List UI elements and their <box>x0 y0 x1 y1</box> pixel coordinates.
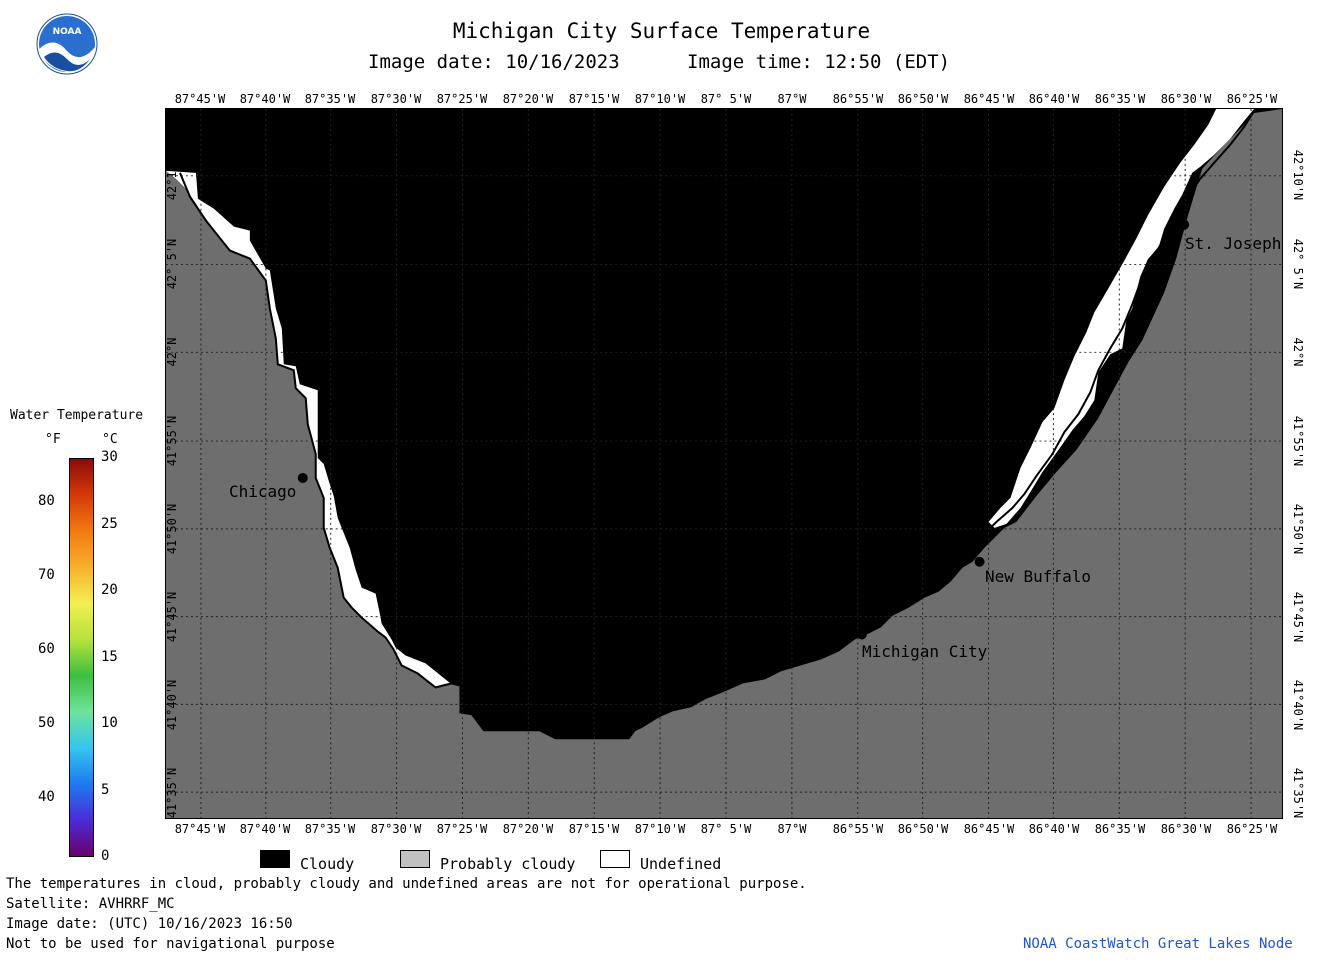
undefined-area-east <box>988 109 1255 528</box>
bottom-lon-label: 87°25'W <box>436 822 488 836</box>
top-lon-label: 87°30'W <box>370 92 422 106</box>
top-lon-label: 87°45'W <box>174 92 226 106</box>
colorbar-f-tick: 50 <box>38 715 55 731</box>
city-label-new-buffalo: New Buffalo <box>985 567 1091 586</box>
left-lat-label: 42° 5'N <box>165 238 179 290</box>
city-label-michigan-city: Michigan City <box>862 642 988 661</box>
top-lon-label: 87°15'W <box>568 92 620 106</box>
bottom-lon-label: 87° 5'W <box>700 822 752 836</box>
st-joseph-marker <box>1179 219 1190 230</box>
new-buffalo-marker <box>974 556 985 567</box>
colorbar-c-tick: 0 <box>101 848 110 864</box>
bottom-lon-label: 86°50'W <box>897 822 949 836</box>
left-lat-label: 42°10'N <box>165 149 179 201</box>
top-lon-label: 86°55'W <box>832 92 884 106</box>
left-lat-label: 41°40'N <box>165 679 179 731</box>
coastline-west <box>179 172 460 689</box>
legend-probably-cloudy-swatch <box>400 850 430 868</box>
legend-cloudy-label: Cloudy <box>300 855 355 873</box>
coastline-east <box>975 110 1255 543</box>
colorbar-c-tick: 5 <box>101 781 110 798</box>
image-time: Image time: 12:50 (EDT) <box>687 51 951 73</box>
colorbar-f-tick: 80 <box>38 493 55 510</box>
top-lon-label: 87°25'W <box>436 92 488 106</box>
bottom-lon-label: 86°45'W <box>963 822 1015 836</box>
colorbar-f-tick: 40 <box>38 788 55 805</box>
top-lon-label: 87°10'W <box>634 92 686 106</box>
colorbar-unit-f: °F <box>45 432 61 447</box>
image-date: Image date: 10/16/2023 <box>368 51 620 73</box>
bottom-lon-label: 86°25'W <box>1226 822 1278 836</box>
top-lon-label: 86°30'W <box>1160 92 1212 106</box>
bottom-lon-label: 87°40'W <box>239 822 291 836</box>
top-lon-label: 87°40'W <box>239 92 291 106</box>
colorbar-c-tick: 20 <box>101 582 118 598</box>
footer-navigation-warning: Not to be used for navigational purpose <box>6 936 335 952</box>
colorbar-c-tick: 30 <box>101 449 118 465</box>
top-lon-label: 86°50'W <box>897 92 949 106</box>
right-lat-label: 42°10'N <box>1291 149 1305 201</box>
right-lat-label: 41°50'N <box>1291 503 1305 555</box>
right-lat-label: 41°40'N <box>1291 679 1305 731</box>
bottom-lon-label: 87°45'W <box>174 822 226 836</box>
left-lat-label: 41°35'N <box>165 767 179 819</box>
bottom-lon-label: 86°40'W <box>1028 822 1080 836</box>
colorbar-c-tick: 10 <box>101 715 118 731</box>
bottom-lon-label: 87°W <box>777 822 807 836</box>
footer-satellite: Satellite: AVHRRF_MC <box>6 896 175 912</box>
colorbar-c-tick: 15 <box>101 648 118 665</box>
bottom-lon-label: 87°10'W <box>634 822 686 836</box>
bottom-lon-label: 87°35'W <box>304 822 356 836</box>
temperature-map <box>165 108 1283 819</box>
legend-undefined-swatch <box>600 850 630 868</box>
top-lon-label: 86°35'W <box>1094 92 1146 106</box>
michigan-city-marker <box>856 629 867 640</box>
colorbar-c-tick: 25 <box>101 515 118 532</box>
legend-probably-cloudy-label: Probably cloudy <box>440 855 576 873</box>
left-lat-label: 41°55'N <box>165 415 179 467</box>
bottom-lon-label: 87°30'W <box>370 822 422 836</box>
top-lon-label: 87° 5'W <box>700 92 752 106</box>
legend-cloudy-swatch <box>260 850 290 868</box>
colorbar-unit-c: °C <box>102 432 118 447</box>
footer-image-date-utc: Image date: (UTC) 10/16/2023 16:50 <box>6 916 293 932</box>
colorbar-f-tick: 70 <box>38 567 55 584</box>
left-lat-label: 41°45'N <box>165 591 179 643</box>
page-title: Michigan City Surface Temperature <box>452 19 871 43</box>
right-lat-label: 41°35'N <box>1291 767 1305 819</box>
svg-text:NOAA: NOAA <box>53 27 82 37</box>
colorbar <box>69 458 94 857</box>
right-lat-label: 42° 5'N <box>1291 238 1305 290</box>
land-probably-cloudy <box>166 109 1282 818</box>
footer-disclaimer: The temperatures in cloud, probably clou… <box>6 876 807 892</box>
chicago-marker <box>297 472 308 483</box>
noaa-logo: NOAA <box>36 13 98 75</box>
top-lon-label: 87°W <box>777 92 807 106</box>
left-lat-label: 42°N <box>165 337 179 367</box>
city-label-st-joseph: St. Joseph <box>1185 234 1282 253</box>
top-lon-label: 87°35'W <box>304 92 356 106</box>
graticule <box>166 109 1282 818</box>
top-lon-label: 86°40'W <box>1028 92 1080 106</box>
bottom-lon-label: 86°35'W <box>1094 822 1146 836</box>
footer-credit: NOAA CoastWatch Great Lakes Node <box>1023 936 1293 952</box>
colorbar-title: Water Temperature <box>10 408 144 423</box>
top-lon-label: 87°20'W <box>502 92 554 106</box>
right-lat-label: 41°55'N <box>1291 415 1305 467</box>
right-lat-label: 41°45'N <box>1291 591 1305 643</box>
right-lat-label: 42°N <box>1291 337 1305 367</box>
top-lon-label: 86°25'W <box>1226 92 1278 106</box>
city-label-chicago: Chicago <box>229 482 297 501</box>
bottom-lon-label: 86°30'W <box>1160 822 1212 836</box>
left-lat-label: 41°50'N <box>165 503 179 555</box>
bottom-lon-label: 87°20'W <box>502 822 554 836</box>
colorbar-f-tick: 60 <box>38 641 55 658</box>
bottom-lon-label: 86°55'W <box>832 822 884 836</box>
legend-undefined-label: Undefined <box>640 855 722 873</box>
bottom-lon-label: 87°15'W <box>568 822 620 836</box>
top-lon-label: 86°45'W <box>963 92 1015 106</box>
